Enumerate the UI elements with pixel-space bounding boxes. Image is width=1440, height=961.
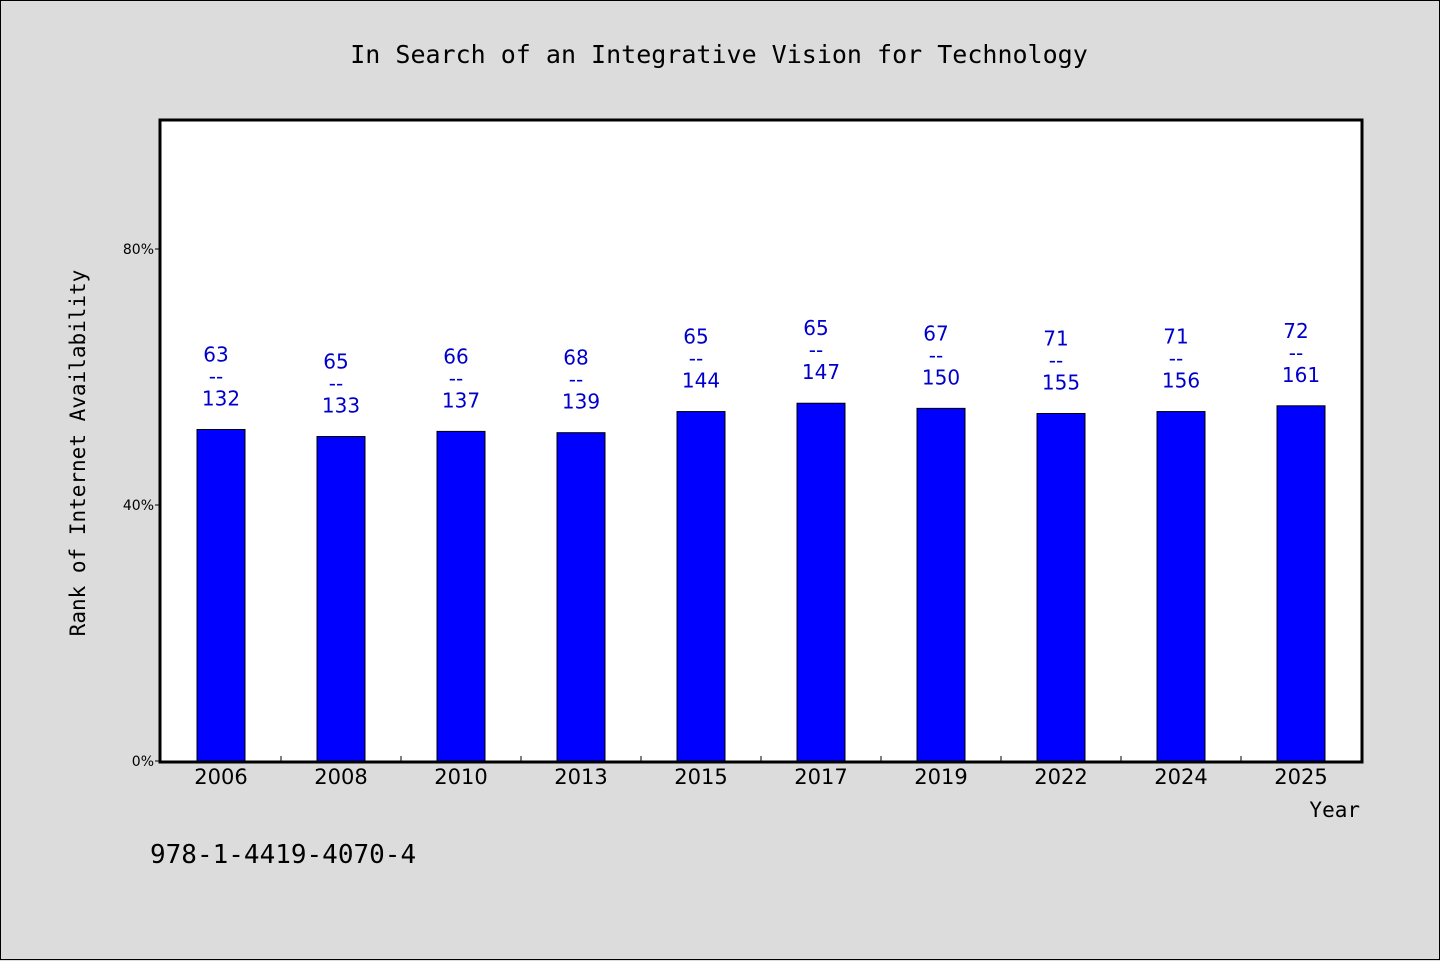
y-tick-label: 40% — [123, 498, 154, 514]
bar-label-top: 71 — [1043, 326, 1068, 350]
y-axis-ticks: 0% 40% 80% — [123, 242, 161, 770]
bar-2017 — [796, 402, 846, 762]
bar-label-separator: -- — [809, 338, 823, 362]
bar-2006 — [196, 428, 246, 762]
bar-label-bottom: 137 — [442, 388, 480, 412]
bar-2019 — [916, 407, 966, 762]
isbn-text: 978-1-4419-4070-4 — [150, 840, 416, 870]
bar-label-separator: -- — [1049, 348, 1063, 372]
bar-label-bottom: 147 — [802, 360, 840, 384]
x-tick-label: 2019 — [914, 765, 967, 789]
x-tick-label: 2024 — [1154, 765, 1207, 789]
bar-label-top: 72 — [1283, 319, 1308, 343]
bar-label-separator: -- — [329, 372, 343, 396]
bar-label-top: 63 — [203, 342, 228, 366]
bar-2025 — [1276, 405, 1326, 762]
chart-title: In Search of an Integrative Vision for T… — [350, 40, 1088, 69]
bar-label-top: 65 — [683, 325, 708, 349]
bar-label-separator: -- — [209, 364, 223, 388]
bar-labels-group: 63--13265--13366--13768--13965--14465--1… — [202, 316, 1320, 417]
bars-group — [196, 402, 1326, 762]
bar-label-bottom: 144 — [682, 369, 720, 393]
bar-label-separator: -- — [929, 343, 943, 367]
bar-label-bottom: 155 — [1042, 370, 1080, 394]
bar-label-bottom: 156 — [1162, 369, 1200, 393]
bar-label-top: 66 — [443, 344, 468, 368]
x-tick-label: 2015 — [674, 765, 727, 789]
x-tick-label: 2006 — [194, 765, 247, 789]
bar-label-separator: -- — [569, 368, 583, 392]
x-tick-label: 2008 — [314, 765, 367, 789]
bar-label-bottom: 132 — [202, 386, 240, 410]
x-tick-label: 2017 — [794, 765, 847, 789]
bar-label-top: 67 — [923, 321, 948, 345]
bar-label-separator: -- — [449, 366, 463, 390]
bar-2024 — [1156, 411, 1206, 762]
bar-2022 — [1036, 412, 1086, 762]
bar-2015 — [676, 411, 726, 762]
bar-label-top: 68 — [563, 346, 588, 370]
x-axis-label: Year — [1309, 798, 1360, 822]
bar-label-top: 71 — [1163, 325, 1188, 349]
y-tick-label: 0% — [132, 754, 154, 770]
y-tick-label: 80% — [123, 242, 154, 258]
bar-2013 — [556, 432, 606, 762]
bar-label-bottom: 161 — [1282, 363, 1320, 387]
y-axis-label: Rank of Internet Availability — [66, 270, 90, 637]
bar-label-top: 65 — [323, 350, 348, 374]
bar-2008 — [316, 436, 366, 762]
bar-label-separator: -- — [689, 347, 703, 371]
x-tick-label: 2025 — [1274, 765, 1327, 789]
bar-label-separator: -- — [1289, 341, 1303, 365]
x-tick-label: 2022 — [1034, 765, 1087, 789]
bar-label-bottom: 150 — [922, 365, 960, 389]
bar-label-separator: -- — [1169, 347, 1183, 371]
x-tick-label: 2010 — [434, 765, 487, 789]
bar-label-bottom: 139 — [562, 390, 600, 414]
bar-label-bottom: 133 — [322, 394, 360, 418]
x-tick-label: 2013 — [554, 765, 607, 789]
x-axis-ticks: 2006 2008 2010 2013 2015 2017 2019 2022 2024 2025 — [194, 756, 1328, 789]
bar-label-top: 65 — [803, 316, 828, 340]
bar-2010 — [436, 430, 486, 762]
